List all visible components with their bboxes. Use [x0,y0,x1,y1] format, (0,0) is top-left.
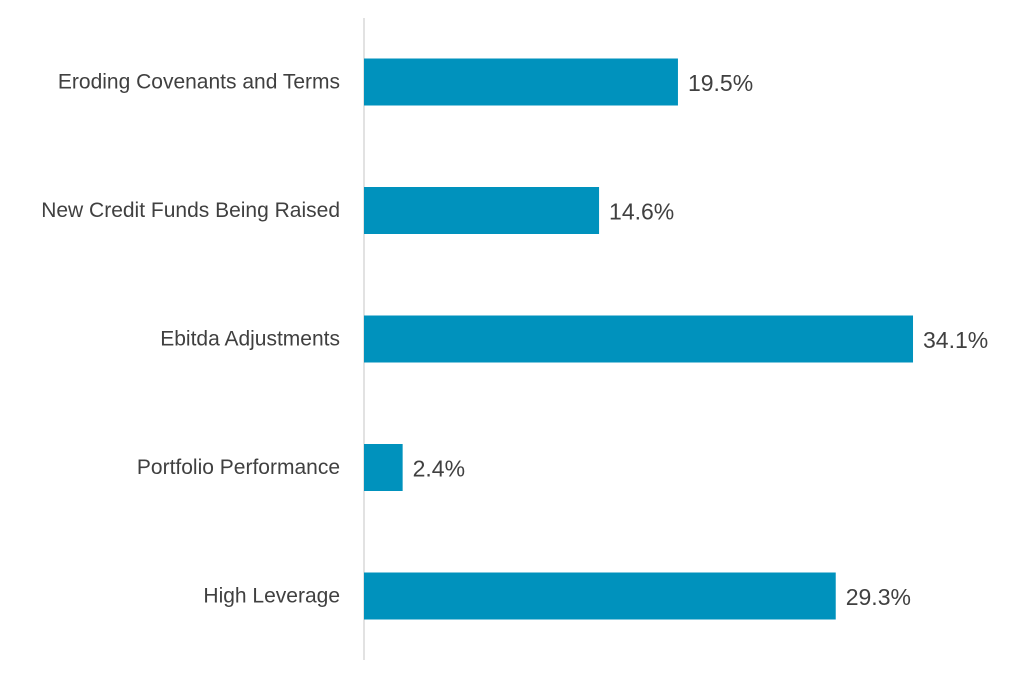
category-labels-group: Eroding Covenants and Terms New Credit Fu… [41,71,340,608]
value-label-new-credit-funds-being-raised: 14.6% [609,199,674,225]
category-label-ebitda-adjustments: Ebitda Adjustments [160,328,340,351]
bar-new-credit-funds-being-raised [364,187,600,234]
category-label-portfolio-performance: Portfolio Performance [137,456,340,479]
value-label-eroding-covenants-and-terms: 19.5% [688,70,753,96]
value-label-portfolio-performance: 2.4% [413,456,465,482]
bar-eroding-covenants-and-terms [364,58,678,106]
bar-high-leverage [364,572,836,620]
bars-group [364,58,914,620]
value-label-high-leverage: 29.3% [846,584,911,610]
category-label-eroding-covenants-and-terms: Eroding Covenants and Terms [58,71,340,94]
bar-portfolio-performance [364,444,403,491]
bar-ebitda-adjustments [364,315,914,363]
value-label-ebitda-adjustments: 34.1% [923,327,988,353]
category-label-high-leverage: High Leverage [203,585,340,608]
value-labels-group: 19.5% 14.6% 34.1% 2.4% 29.3% [413,70,989,610]
category-label-new-credit-funds-being-raised: New Credit Funds Being Raised [41,199,340,222]
